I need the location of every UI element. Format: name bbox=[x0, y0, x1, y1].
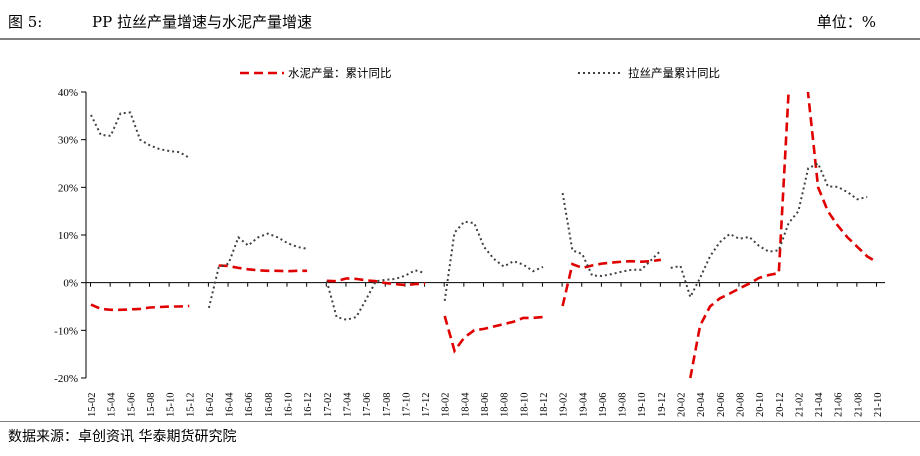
footer-rule bbox=[0, 421, 920, 422]
cement-line bbox=[561, 258, 662, 307]
x-tick-label: 18-06 bbox=[480, 393, 491, 418]
cement-series bbox=[90, 92, 878, 379]
figure-header: 图 5: PP 拉丝产量增速与水泥产量增速 单位：% bbox=[0, 0, 920, 38]
x-tick-label: 19-10 bbox=[637, 393, 648, 418]
pp-line bbox=[561, 192, 662, 278]
figure-title: PP 拉丝产量增速与水泥产量增速 bbox=[92, 13, 312, 31]
x-tick-label: 17-02 bbox=[323, 393, 334, 418]
x-tick-label: 21-10 bbox=[873, 393, 884, 418]
y-tick-label: 40% bbox=[58, 87, 78, 99]
x-tick-label: 18-12 bbox=[539, 393, 550, 418]
x-tick-label: 17-12 bbox=[421, 393, 432, 418]
x-tick-label: 18-10 bbox=[519, 393, 530, 418]
pp-line bbox=[443, 220, 544, 301]
x-tick-label: 17-10 bbox=[401, 393, 412, 418]
x-tick-label: 21-02 bbox=[794, 393, 805, 418]
cement-line bbox=[90, 303, 190, 312]
x-tick-label: 18-04 bbox=[460, 392, 471, 417]
x-tick-label: 15-08 bbox=[146, 393, 157, 418]
y-tick-label: 30% bbox=[58, 135, 78, 147]
figure-label: 图 5: bbox=[8, 13, 43, 31]
x-tick-label: 18-08 bbox=[500, 392, 511, 417]
x-tick-label: 20-10 bbox=[755, 393, 766, 418]
x-tick-label: 15-06 bbox=[126, 393, 137, 418]
x-tick-label: 17-08 bbox=[382, 393, 393, 418]
cement-line bbox=[326, 277, 426, 287]
pp-line bbox=[325, 269, 426, 321]
x-tick-label: 20-06 bbox=[716, 393, 727, 418]
legend: 水泥产量：累计同比 拉丝产量累计同比 bbox=[240, 66, 720, 80]
header-rule bbox=[0, 38, 920, 40]
unit-label: 单位：% bbox=[816, 13, 876, 31]
x-tick-label: 16-10 bbox=[284, 393, 295, 418]
x-tick-label: 21-06 bbox=[834, 393, 845, 418]
x-tick-label: 20-04 bbox=[696, 392, 707, 417]
pp-line bbox=[670, 162, 868, 300]
line-chart: -20% -10% 0% 10% 20% 30% 40% 15-02 15-04 15-06 15-… bbox=[54, 66, 885, 417]
y-tick-label: -10% bbox=[54, 325, 78, 337]
x-tick-label: 19-06 bbox=[598, 393, 609, 418]
pp-line bbox=[207, 232, 308, 309]
cement-line bbox=[443, 315, 544, 354]
x-tick-label: 19-02 bbox=[559, 393, 570, 418]
x-tick-label: 20-02 bbox=[677, 393, 688, 418]
legend-pp-label: 拉丝产量累计同比 bbox=[628, 66, 720, 80]
x-tick-label: 16-02 bbox=[205, 393, 216, 418]
x-tick-label: 17-06 bbox=[362, 393, 373, 418]
x-tick-label: 21-04 bbox=[814, 392, 825, 417]
pp-line bbox=[90, 111, 190, 159]
legend-cement-label: 水泥产量：累计同比 bbox=[288, 66, 392, 80]
y-tick-label: 0% bbox=[63, 278, 78, 290]
x-tick-label: 19-04 bbox=[578, 392, 589, 417]
cement-line bbox=[218, 264, 308, 273]
source-note: 数据来源：卓创资讯 华泰期货研究院 bbox=[8, 429, 237, 445]
cement-line bbox=[689, 92, 878, 379]
x-tick-label: 20-12 bbox=[775, 393, 786, 418]
y-tick-label: 20% bbox=[58, 182, 78, 194]
x-tick-label: 16-04 bbox=[225, 392, 236, 417]
x-tick-label: 19-12 bbox=[657, 393, 668, 418]
x-tick-label: 17-04 bbox=[342, 392, 353, 417]
axes: -20% -10% 0% 10% 20% 30% 40% 15-02 15-04 15-06 15-… bbox=[54, 87, 885, 417]
y-tick-label: -20% bbox=[54, 373, 78, 385]
x-tick-label: 16-06 bbox=[244, 393, 255, 418]
x-tick-label: 15-12 bbox=[185, 393, 196, 418]
x-tick-label: 18-02 bbox=[441, 393, 452, 418]
series-layer bbox=[90, 92, 878, 379]
y-tick-label: 10% bbox=[58, 230, 78, 242]
x-tick-label: 15-02 bbox=[87, 393, 98, 418]
x-tick-label: 16-12 bbox=[303, 393, 314, 418]
x-tick-label: 15-10 bbox=[166, 393, 177, 418]
x-tick-label: 15-04 bbox=[107, 392, 118, 417]
x-tick-label: 20-08 bbox=[735, 393, 746, 418]
x-tick-label: 21-08 bbox=[853, 393, 864, 418]
x-tick-label: 16-08 bbox=[264, 393, 275, 418]
pp-series bbox=[90, 111, 868, 321]
x-tick-label: 19-08 bbox=[618, 393, 629, 418]
